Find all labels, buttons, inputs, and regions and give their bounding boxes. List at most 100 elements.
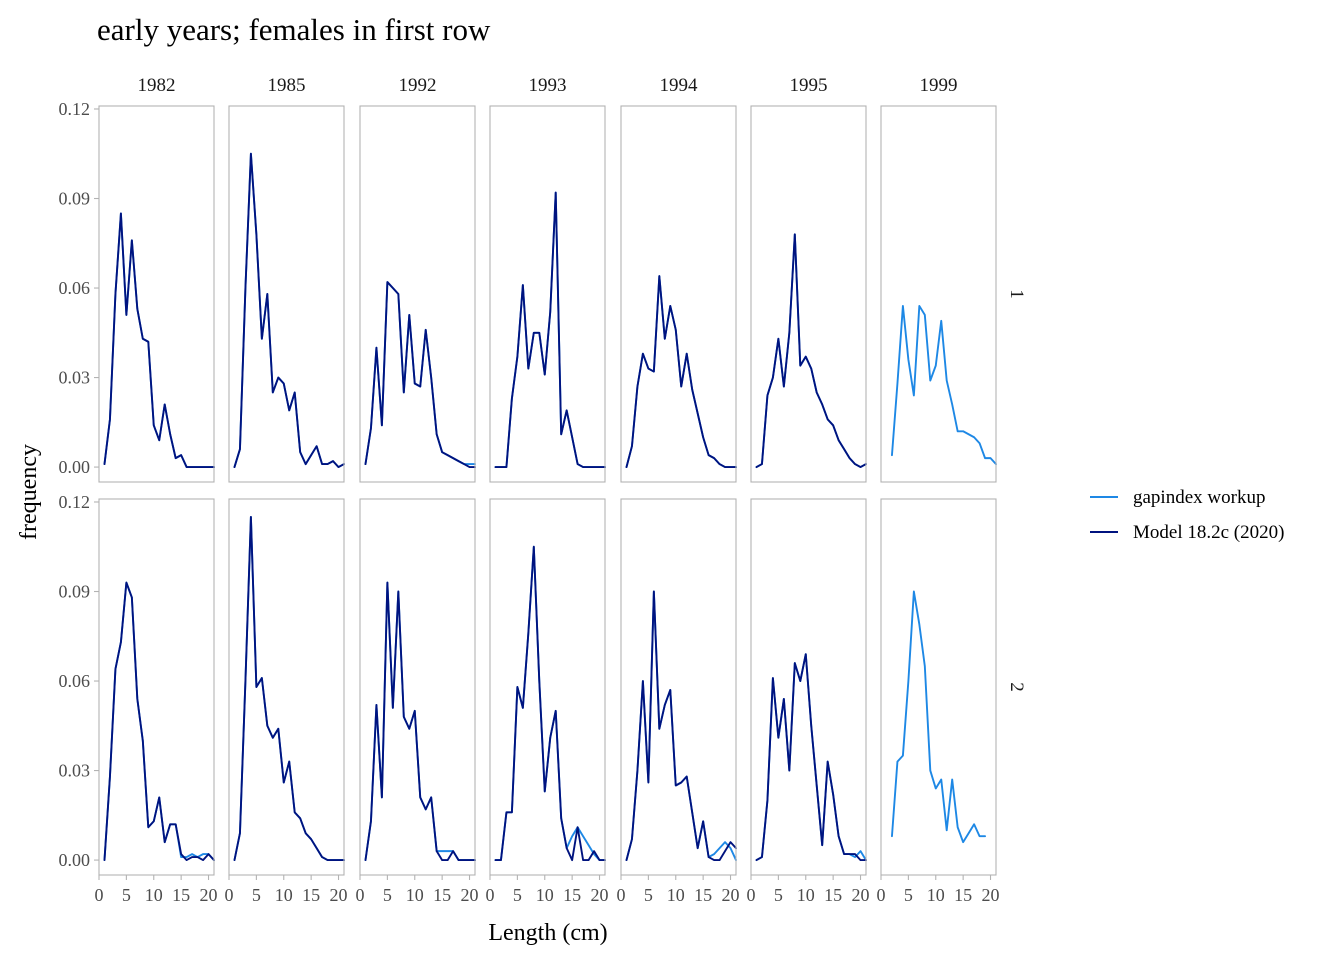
- panel-1992-row-1: [359, 105, 476, 483]
- x-tick-label: 10: [275, 885, 293, 905]
- panel-border: [228, 498, 345, 876]
- y-tick-label: 0.06: [59, 278, 91, 298]
- chart-title: early years; females in first row: [97, 12, 491, 47]
- panel-1982-row-1: [98, 105, 215, 483]
- x-tick-label: 5: [774, 885, 783, 905]
- strip-label-1995: 1995: [790, 75, 828, 96]
- x-tick-label: 10: [927, 885, 945, 905]
- series-line-gapindex-workup: [755, 233, 867, 469]
- panel-border: [620, 498, 737, 876]
- x-tick-label: 10: [145, 885, 163, 905]
- y-tick-label: 0.12: [59, 99, 91, 119]
- x-tick-label: 10: [667, 885, 685, 905]
- series-line-gapindex-workup: [364, 281, 476, 466]
- x-tick-label: 5: [252, 885, 261, 905]
- panel-border: [750, 105, 867, 483]
- panel-1999-row-1: [880, 105, 997, 483]
- y-axis-title: frequency: [16, 444, 42, 540]
- row-strip-label-1: 1: [1006, 289, 1027, 299]
- x-tick-label: 0: [617, 885, 626, 905]
- panel-border: [359, 105, 476, 483]
- x-tick-label: 15: [172, 885, 190, 905]
- series-line-gapindex-workup: [494, 191, 606, 469]
- panels-layer: 1982 1985 1992 1993 1994 1995 1999 1 2 0.00 0.03 0.…: [59, 75, 1028, 905]
- y-tick-label: 0.09: [59, 582, 91, 602]
- x-tick-label: 20: [982, 885, 1000, 905]
- x-tick-label: 10: [797, 885, 815, 905]
- x-tick-label: 15: [433, 885, 451, 905]
- legend: gapindex workup Model 18.2c (2020): [1090, 487, 1284, 543]
- series-line-gapindex-workup: [625, 590, 737, 862]
- x-tick-label: 5: [904, 885, 913, 905]
- panel-border: [98, 498, 215, 876]
- panel-1995-row-2: [750, 498, 867, 876]
- panel-border: [489, 498, 606, 876]
- x-tick-label: 10: [406, 885, 424, 905]
- panel-border: [750, 498, 867, 876]
- x-tick-label: 15: [954, 885, 972, 905]
- x-tick-label: 15: [563, 885, 581, 905]
- y-tick-label: 0.03: [59, 761, 91, 781]
- panel-border: [620, 105, 737, 483]
- y-tick-label: 0.09: [59, 189, 91, 209]
- x-axis-title: Length (cm): [488, 920, 607, 946]
- x-tick-label: 0: [225, 885, 234, 905]
- y-tick-label: 0.00: [59, 850, 91, 870]
- legend-label: gapindex workup: [1133, 487, 1265, 508]
- panel-border: [359, 498, 476, 876]
- x-tick-label: 10: [536, 885, 554, 905]
- series-line-model-18-2c-2020-: [755, 653, 867, 862]
- series-line-gapindex-workup: [890, 590, 987, 844]
- panel-border: [228, 105, 345, 483]
- x-tick-label: 5: [122, 885, 131, 905]
- x-tick-label: 15: [302, 885, 320, 905]
- x-tick-label: 0: [95, 885, 104, 905]
- strip-label-1993: 1993: [529, 75, 567, 96]
- x-tick-label: 20: [200, 885, 218, 905]
- x-tick-label: 5: [644, 885, 653, 905]
- y-tick-label: 0.12: [59, 492, 91, 512]
- series-line-model-18-2c-2020-: [364, 281, 476, 469]
- x-tick-label: 20: [722, 885, 740, 905]
- strip-label-1985: 1985: [268, 75, 306, 96]
- series-line-gapindex-workup: [233, 152, 345, 469]
- x-tick-label: 20: [852, 885, 870, 905]
- panel-1999-row-2: [880, 498, 997, 876]
- series-line-model-18-2c-2020-: [103, 212, 215, 469]
- series-line-model-18-2c-2020-: [103, 581, 215, 862]
- legend-label: Model 18.2c (2020): [1133, 522, 1284, 543]
- series-line-model-18-2c-2020-: [364, 581, 476, 862]
- series-line-gapindex-workup: [103, 581, 215, 862]
- series-line-model-18-2c-2020-: [233, 152, 345, 469]
- y-tick-label: 0.03: [59, 368, 91, 388]
- legend-item: gapindex workup: [1090, 487, 1265, 508]
- panel-1985-row-1: [228, 105, 345, 483]
- x-tick-label: 15: [824, 885, 842, 905]
- strip-label-1994: 1994: [660, 75, 699, 96]
- series-line-model-18-2c-2020-: [625, 590, 737, 862]
- panel-border: [880, 105, 997, 483]
- series-line-model-18-2c-2020-: [625, 275, 737, 469]
- panel-border: [98, 105, 215, 483]
- x-tick-label: 5: [513, 885, 522, 905]
- x-tick-label: 0: [356, 885, 365, 905]
- panel-border: [880, 498, 997, 876]
- series-line-gapindex-workup: [625, 275, 737, 469]
- panel-1994-row-1: [620, 105, 737, 483]
- panel-1993-row-1: [489, 105, 606, 483]
- panel-border: [489, 105, 606, 483]
- x-tick-label: 5: [383, 885, 392, 905]
- panel-1992-row-2: [359, 498, 476, 876]
- series-line-gapindex-workup: [233, 515, 345, 862]
- x-tick-label: 15: [694, 885, 712, 905]
- series-line-model-18-2c-2020-: [755, 233, 867, 469]
- strip-label-1992: 1992: [399, 75, 437, 96]
- x-tick-label: 20: [591, 885, 609, 905]
- x-tick-label: 0: [747, 885, 756, 905]
- strip-label-1999: 1999: [920, 75, 958, 96]
- series-line-gapindex-workup: [364, 581, 476, 862]
- y-tick-label: 0.00: [59, 457, 91, 477]
- legend-item: Model 18.2c (2020): [1090, 522, 1284, 543]
